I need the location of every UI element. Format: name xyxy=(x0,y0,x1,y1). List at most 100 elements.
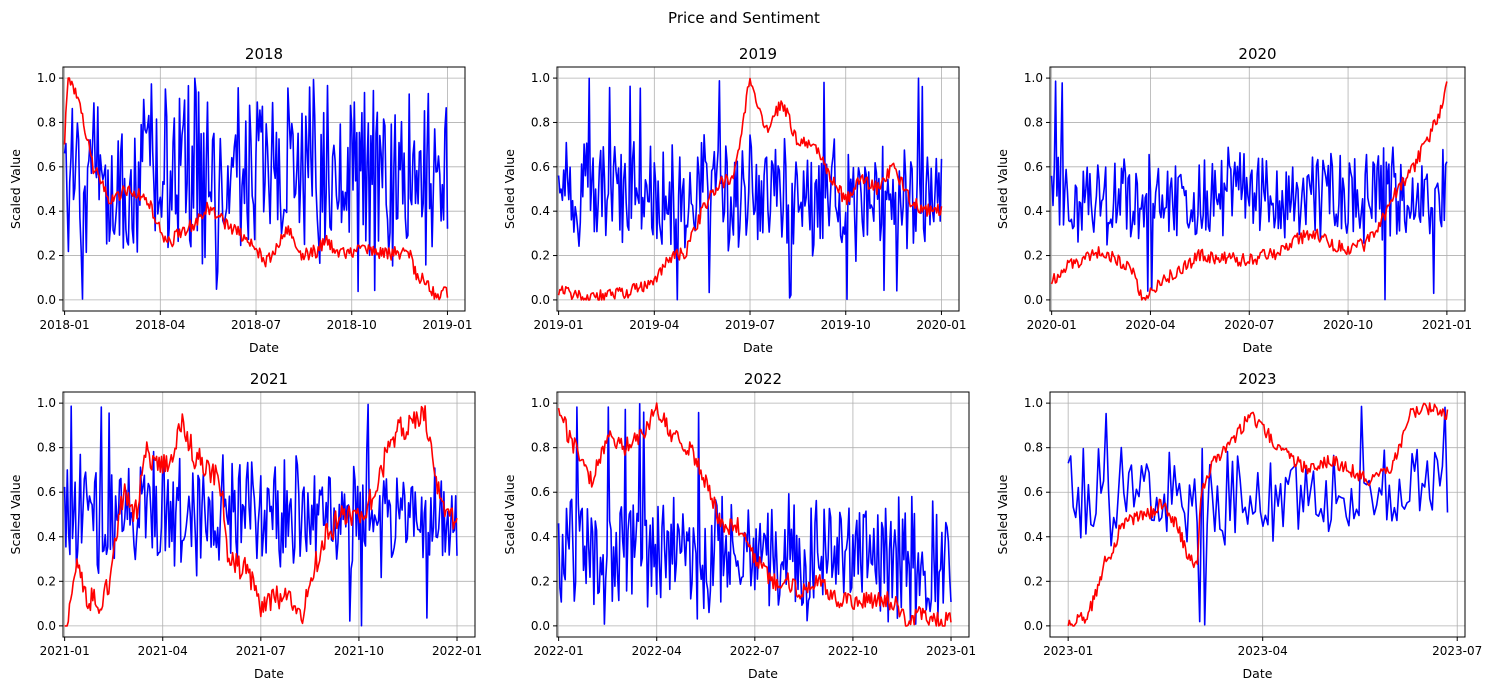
price-line-2020 xyxy=(1050,81,1448,301)
x-axis-label: Date xyxy=(743,340,773,355)
series-group xyxy=(1050,80,1448,301)
x-tick-label: 2018-01 xyxy=(40,318,90,332)
y-tick-label: 0.8 xyxy=(37,115,56,129)
y-tick-label: 0.6 xyxy=(531,160,550,174)
price-line-2021 xyxy=(64,405,458,627)
subplot-2018: 2018-01 2018-04 2018-07 2018-10 2019-01 0.0 0.… xyxy=(8,45,473,355)
x-tick-label: 2019-01 xyxy=(534,318,584,332)
y-tick-label: 0.6 xyxy=(1024,485,1043,499)
axes-frame xyxy=(556,66,960,312)
x-axis-label: Date xyxy=(254,666,284,681)
price-line-2019 xyxy=(557,77,943,301)
y-tick-label: 0.2 xyxy=(1024,249,1043,263)
series-group xyxy=(63,403,458,627)
x-tick-label: 2020-01 xyxy=(916,318,966,332)
x-tick-label: 2023-07 xyxy=(1432,644,1482,658)
subplot-title: 2022 xyxy=(744,370,782,388)
sentiment-line-2023 xyxy=(1067,405,1449,626)
subplot-title: 2019 xyxy=(739,45,777,63)
subplot-2019: 2019-01 2019-04 2019-07 2019-10 2020-01 0.0 0.… xyxy=(502,45,967,355)
y-tick-label: 0.4 xyxy=(531,530,550,544)
axes-frame xyxy=(556,391,970,638)
x-tick-label: 2022-01 xyxy=(432,644,482,658)
sentiment-line-2022 xyxy=(557,403,952,625)
y-tick-label: 0.0 xyxy=(531,293,550,307)
x-tick-label: 2020-01 xyxy=(1027,318,1077,332)
x-tick-label: 2021-01 xyxy=(1422,318,1472,332)
axes-frame xyxy=(1049,391,1466,638)
y-tick-label: 0.8 xyxy=(1024,115,1043,129)
x-tick-label: 2023-01 xyxy=(926,644,976,658)
x-tick-label: 2023-04 xyxy=(1238,644,1288,658)
price-line-2022 xyxy=(557,402,952,627)
subplot-title: 2023 xyxy=(1238,370,1276,388)
x-tick-label: 2021-01 xyxy=(40,644,90,658)
subplot-2022: 2022-01 2022-04 2022-07 2022-10 2023-01 0.0 0.… xyxy=(502,370,976,681)
subplots: 2018-01 2018-04 2018-07 2018-10 2019-01 0.0 0.… xyxy=(8,45,1482,681)
x-tick-label: 2019-10 xyxy=(821,318,871,332)
y-tick-label: 1.0 xyxy=(1024,396,1043,410)
subplot-title: 2020 xyxy=(1238,45,1276,63)
y-tick-label: 0.2 xyxy=(1024,574,1043,588)
x-axis-label: Date xyxy=(1243,340,1273,355)
x-tick-label: 2018-07 xyxy=(231,318,281,332)
y-tick-label: 0.6 xyxy=(531,485,550,499)
y-tick-label: 0.0 xyxy=(37,619,56,633)
x-tick-label: 2020-07 xyxy=(1224,318,1274,332)
x-tick-label: 2023-01 xyxy=(1043,644,1093,658)
figure-suptitle: Price and Sentiment xyxy=(668,9,820,27)
y-tick-label: 0.8 xyxy=(1024,441,1043,455)
x-tick-label: 2021-07 xyxy=(236,644,286,658)
y-tick-label: 0.6 xyxy=(37,160,56,174)
x-tick-label: 2018-10 xyxy=(327,318,377,332)
y-tick-label: 0.4 xyxy=(531,204,550,218)
x-tick-label: 2018-04 xyxy=(135,318,185,332)
y-tick-label: 0.0 xyxy=(1024,293,1043,307)
y-tick-label: 1.0 xyxy=(531,71,550,85)
x-tick-label: 2019-07 xyxy=(725,318,775,332)
y-tick-label: 0.4 xyxy=(1024,530,1043,544)
x-tick-label: 2022-04 xyxy=(632,644,682,658)
subplot-title: 2021 xyxy=(250,370,288,388)
y-axis-label: Scaled Value xyxy=(8,474,23,554)
y-tick-label: 0.2 xyxy=(531,574,550,588)
y-tick-label: 0.8 xyxy=(531,115,550,129)
y-tick-label: 1.0 xyxy=(37,71,56,85)
sentiment-line-2019 xyxy=(557,77,943,301)
axes-frame xyxy=(1049,66,1466,312)
x-tick-label: 2019-04 xyxy=(629,318,679,332)
y-axis-label: Scaled Value xyxy=(995,149,1010,229)
price-line-2023 xyxy=(1067,402,1449,627)
series-group xyxy=(557,77,943,301)
x-tick-label: 2022-01 xyxy=(534,644,584,658)
y-tick-label: 0.4 xyxy=(37,530,56,544)
axes-frame xyxy=(62,391,476,638)
subplot-title: 2018 xyxy=(245,45,283,63)
y-tick-label: 0.6 xyxy=(1024,160,1043,174)
y-axis-label: Scaled Value xyxy=(502,474,517,554)
y-axis-label: Scaled Value xyxy=(995,474,1010,554)
y-tick-label: 0.4 xyxy=(1024,204,1043,218)
x-tick-label: 2020-10 xyxy=(1323,318,1373,332)
axes-frame xyxy=(62,66,466,312)
x-axis-label: Date xyxy=(1243,666,1273,681)
x-tick-label: 2020-04 xyxy=(1125,318,1175,332)
sentiment-line-2021 xyxy=(63,403,458,627)
y-tick-label: 0.2 xyxy=(37,249,56,263)
y-tick-label: 0.2 xyxy=(37,574,56,588)
series-group xyxy=(1067,402,1449,627)
x-tick-label: 2021-10 xyxy=(334,644,384,658)
y-tick-label: 0.6 xyxy=(37,485,56,499)
sentiment-line-2018 xyxy=(63,77,449,300)
subplot-2020: 2020-01 2020-04 2020-07 2020-10 2021-01 0.0 0.… xyxy=(995,45,1472,355)
y-axis-label: Scaled Value xyxy=(8,149,23,229)
price-line-2018 xyxy=(63,77,449,301)
y-tick-label: 0.4 xyxy=(37,204,56,218)
y-tick-label: 0.0 xyxy=(1024,619,1043,633)
y-tick-label: 0.8 xyxy=(531,441,550,455)
y-tick-label: 0.0 xyxy=(37,293,56,307)
x-tick-label: 2019-01 xyxy=(422,318,472,332)
y-tick-label: 0.2 xyxy=(531,249,550,263)
y-tick-label: 0.0 xyxy=(531,619,550,633)
